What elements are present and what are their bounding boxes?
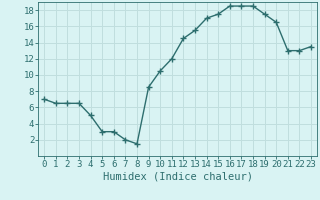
X-axis label: Humidex (Indice chaleur): Humidex (Indice chaleur)	[103, 172, 252, 182]
